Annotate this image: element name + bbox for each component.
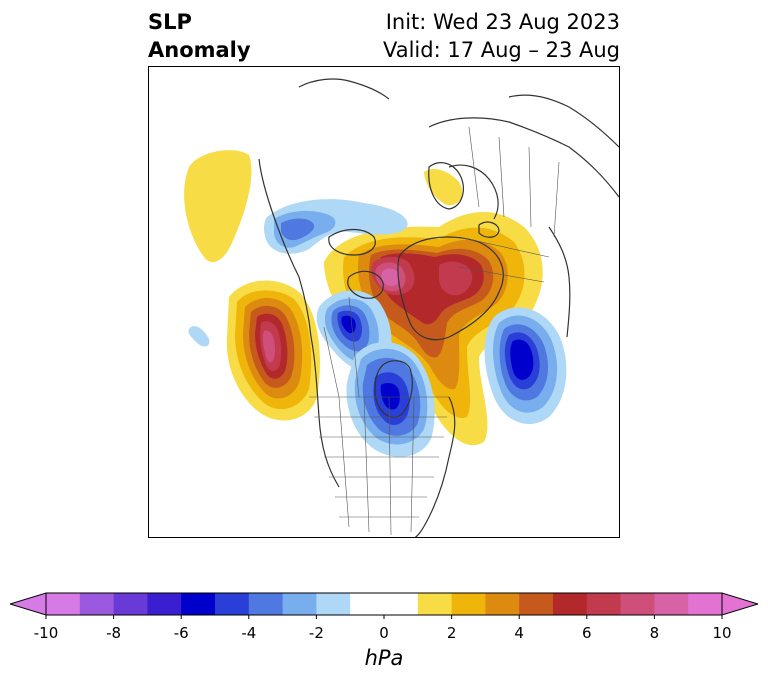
title-slp: SLP: [148, 10, 192, 34]
colorbar-bin-4: [181, 593, 216, 615]
colorbar-tick-label: -8: [106, 624, 122, 642]
colorbar-tick-label: 0: [379, 624, 389, 642]
colorbar-tick-label: 2: [446, 624, 457, 642]
colorbar-svg: [8, 592, 760, 619]
colorbar-tick-label: -2: [308, 624, 324, 642]
political-borders: [309, 126, 560, 536]
colorbar-tick-label: 6: [582, 624, 592, 642]
colorbar-tick-label: 4: [514, 624, 524, 642]
colorbar-bin-18: [688, 593, 723, 615]
colorbar-bin-13: [519, 593, 554, 615]
colorbar-bin-2: [113, 593, 148, 615]
colorbar-bin-11: [451, 593, 486, 615]
colorbar-bin-9: [350, 593, 419, 615]
title-anomaly: Anomaly: [148, 38, 251, 62]
colorbar-bin-5: [215, 593, 250, 615]
anomaly-pacific-small-low: [188, 326, 210, 347]
anomaly-alaska-low: [264, 199, 408, 254]
colorbar-bin-7: [282, 593, 317, 615]
colorbar-tick-label: 8: [649, 624, 660, 642]
init-date: Init: Wed 23 Aug 2023: [385, 10, 620, 34]
colorbar-bin-1: [79, 593, 115, 615]
colorbar-bin-6: [248, 593, 284, 615]
map-panel: [148, 66, 620, 538]
colorbar-bin-3: [147, 593, 182, 615]
colorbar-ticks: -10 -8 -6 -4 -2 0 2 4 6 8 10: [0, 624, 768, 644]
colorbar-bin-12: [485, 593, 520, 615]
chart-title-right: Init: Wed 23 Aug 2023 Valid: 17 Aug – 23…: [383, 8, 620, 64]
colorbar-bin-14: [553, 593, 588, 615]
colorbar-tick-label: -6: [173, 624, 189, 642]
anomaly-pacific-nw-high: [226, 280, 320, 421]
anomaly-greenland-high: [324, 212, 543, 446]
colorbar-bin-17: [654, 593, 689, 615]
anomaly-atlantic-low: [484, 307, 567, 425]
colorbar-tick-label: -10: [33, 624, 59, 642]
colorbar-extend-high: [721, 592, 760, 616]
colorbar-unit: hPa: [364, 646, 404, 670]
anomaly-scandinavia-high: [424, 168, 463, 206]
colorbar-bin-10: [417, 593, 453, 615]
colorbar-bin-8: [316, 593, 351, 615]
anomaly-beaufort-low: [316, 290, 392, 374]
colorbar-tick-label: -4: [241, 624, 257, 642]
colorbar-bin-0: [46, 593, 81, 615]
colorbar-tick-label: 10: [712, 624, 732, 642]
colorbar-bin-16: [620, 593, 655, 615]
colorbar: [8, 590, 760, 620]
coastlines: [258, 78, 619, 537]
valid-range: Valid: 17 Aug – 23 Aug: [382, 38, 620, 62]
colorbar-extend-low: [8, 592, 47, 616]
colorbar-bin-15: [586, 593, 622, 615]
chart-title-left: SLP Anomaly: [148, 8, 251, 64]
anomaly-map: [184, 78, 619, 537]
anomaly-alaska-north: [184, 150, 252, 263]
